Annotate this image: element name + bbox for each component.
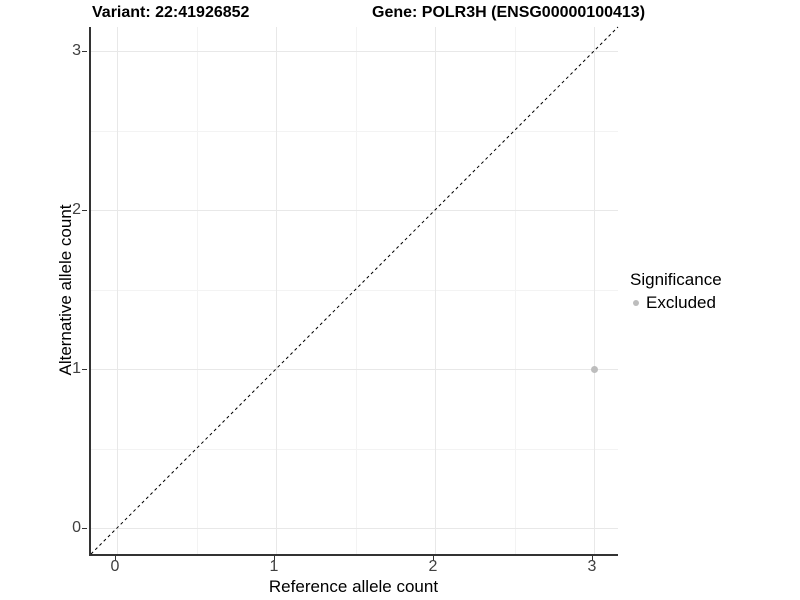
y-tick-label: 2 xyxy=(72,201,81,218)
x-tick-label: 3 xyxy=(587,558,597,575)
y-tick-mark xyxy=(82,51,87,52)
legend-title: Significance xyxy=(630,270,722,289)
y-tick-label: 3 xyxy=(72,42,81,59)
y-gridline-minor xyxy=(91,130,618,132)
x-gridline-major xyxy=(435,27,436,554)
x-tick-label: 0 xyxy=(110,558,120,575)
x-tick-mark xyxy=(433,556,434,561)
identity-line xyxy=(90,26,619,555)
y-tick-label: 1 xyxy=(72,360,81,377)
x-tick-mark xyxy=(115,556,116,561)
y-gridline-major xyxy=(91,210,618,211)
x-gridline-minor xyxy=(196,27,198,554)
x-gridline-major xyxy=(276,27,277,554)
y-gridline-major xyxy=(91,369,618,370)
legend-item-label: Excluded xyxy=(646,293,716,312)
x-tick-mark xyxy=(274,556,275,561)
x-gridline-major xyxy=(117,27,118,554)
y-tick-label: 0 xyxy=(72,519,81,536)
plot-title-variant: Variant: 22:41926852 xyxy=(92,4,250,21)
plot-panel xyxy=(89,26,619,556)
x-tick-label: 2 xyxy=(428,558,438,575)
y-gridline-minor xyxy=(91,448,618,450)
x-tick-label: 1 xyxy=(269,558,279,575)
y-gridline-major xyxy=(91,51,618,52)
plot-title-gene: Gene: POLR3H (ENSG00000100413) xyxy=(372,4,646,21)
excluded-dot-icon xyxy=(633,300,639,306)
legend: Significance Excluded xyxy=(630,270,722,313)
x-gridline-minor xyxy=(514,27,516,554)
legend-item-excluded: Excluded xyxy=(630,293,722,313)
data-point xyxy=(590,365,598,373)
x-gridline-minor xyxy=(355,27,357,554)
y-axis-title: Alternative allele count xyxy=(56,204,75,376)
x-tick-mark xyxy=(592,556,593,561)
y-tick-mark xyxy=(82,210,87,211)
x-gridline-major xyxy=(594,27,595,554)
y-tick-mark xyxy=(82,528,87,529)
x-axis-title: Reference allele count xyxy=(268,577,439,596)
y-gridline-major xyxy=(91,528,618,529)
y-tick-mark xyxy=(82,369,87,370)
